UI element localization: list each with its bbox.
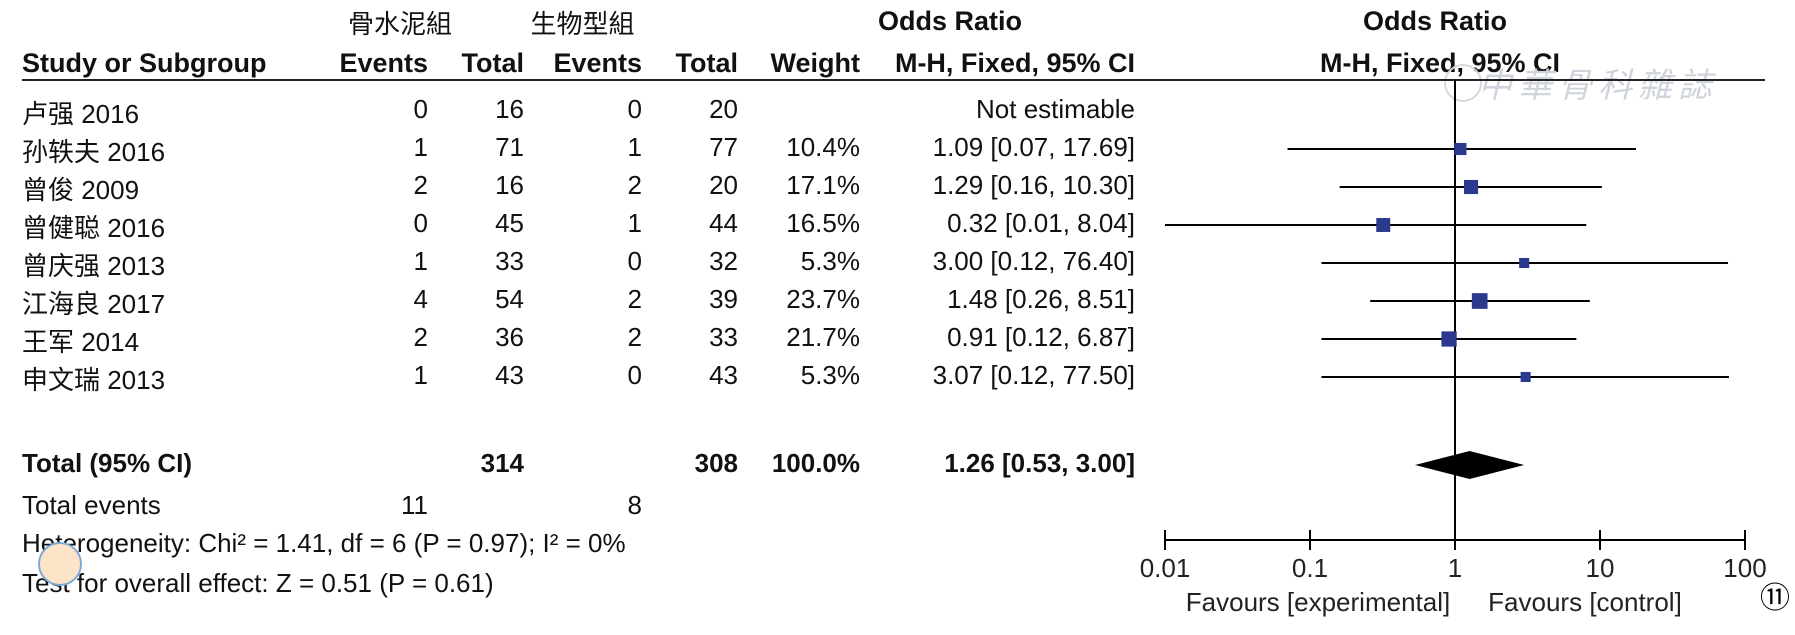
x-tick-label: 100 <box>1723 553 1766 583</box>
x-tick-label: 10 <box>1586 553 1615 583</box>
total-label: Total (95% CI) <box>22 448 192 478</box>
row-ctrl-total: 39 <box>709 284 738 314</box>
row-exp-events: 0 <box>413 208 428 238</box>
row-exp-total: 16 <box>495 94 524 124</box>
row-or-text: 1.29 [0.16, 10.30] <box>932 170 1135 200</box>
ctrl-events-header: Events <box>553 48 642 78</box>
ctrl-total-header: Total <box>675 48 739 78</box>
total-events-ctrl: 8 <box>627 490 642 520</box>
row-weight: 23.7% <box>786 284 860 314</box>
row-exp-total: 33 <box>495 246 524 276</box>
favours-experimental-label: Favours [experimental] <box>1186 587 1450 617</box>
row-study: 王军 2014 <box>22 327 140 357</box>
row-ctrl-events: 2 <box>627 284 642 314</box>
control-group-header: 生物型組 <box>530 9 635 39</box>
row-or-text: 3.00 [0.12, 76.40] <box>932 246 1135 276</box>
odds-ratio-header: Odds Ratio <box>877 6 1022 36</box>
total-events-label: Total events <box>22 490 161 520</box>
pooled-diamond <box>1415 451 1525 479</box>
row-weight: 5.3% <box>800 360 860 390</box>
row-exp-events: 0 <box>413 94 428 124</box>
total-exp-total: 314 <box>480 448 524 478</box>
study-column-header: Study or Subgroup <box>22 48 267 78</box>
point-estimate-marker <box>1471 293 1488 309</box>
figure-label: ⑪ <box>1760 581 1790 616</box>
point-estimate-marker <box>1519 257 1530 269</box>
row-weight: 5.3% <box>800 246 860 276</box>
experimental-group-header: 骨水泥組 <box>347 9 452 39</box>
exp-events-header: Events <box>339 48 428 78</box>
row-study: 曾庆强 2013 <box>22 251 166 281</box>
row-weight: 21.7% <box>786 322 860 352</box>
row-exp-events: 1 <box>413 132 428 162</box>
point-estimate-marker <box>1376 218 1391 232</box>
row-weight: 17.1% <box>786 170 860 200</box>
plot-odds-ratio-header: Odds Ratio <box>1362 6 1507 36</box>
row-ctrl-events: 0 <box>627 94 642 124</box>
row-or-text: 1.48 [0.26, 8.51] <box>947 284 1135 314</box>
row-or-text: 3.07 [0.12, 77.50] <box>932 360 1135 390</box>
row-exp-total: 54 <box>495 284 524 314</box>
total-weight: 100.0% <box>771 448 860 478</box>
row-ctrl-total: 44 <box>709 208 738 238</box>
x-tick-label: 0.1 <box>1292 553 1328 583</box>
row-ctrl-total: 33 <box>709 322 738 352</box>
total-events-exp: 11 <box>401 490 428 520</box>
row-study: 申文瑞 2013 <box>22 365 166 395</box>
row-ctrl-total: 77 <box>709 132 738 162</box>
row-study: 卢强 2016 <box>22 99 140 129</box>
x-tick-label: 0.01 <box>1140 553 1191 583</box>
row-or-text: Not estimable <box>976 94 1135 124</box>
row-exp-events: 1 <box>413 360 428 390</box>
row-study: 曾健聪 2016 <box>22 213 166 243</box>
row-study: 江海良 2017 <box>22 289 166 319</box>
row-exp-events: 4 <box>413 284 428 314</box>
row-study: 孙轶夫 2016 <box>22 137 166 167</box>
point-estimate-marker <box>1520 371 1531 383</box>
x-tick-label: 1 <box>1448 553 1462 583</box>
row-or-text: 0.32 [0.01, 8.04] <box>947 208 1135 238</box>
row-ctrl-events: 0 <box>627 360 642 390</box>
overall-effect-text: Test for overall effect: Z = 0.51 (P = 0… <box>22 568 494 598</box>
point-estimate-marker <box>1463 179 1479 195</box>
row-ctrl-total: 20 <box>709 94 738 124</box>
row-or-text: 0.91 [0.12, 6.87] <box>947 322 1135 352</box>
watermark-seal-icon <box>1444 64 1482 102</box>
row-exp-events: 2 <box>413 170 428 200</box>
row-ctrl-events: 0 <box>627 246 642 276</box>
row-ctrl-events: 1 <box>627 132 642 162</box>
row-exp-events: 2 <box>413 322 428 352</box>
exp-total-header: Total <box>461 48 525 78</box>
row-exp-events: 1 <box>413 246 428 276</box>
row-ctrl-total: 43 <box>709 360 738 390</box>
point-estimate-marker <box>1441 331 1457 347</box>
row-ctrl-events: 2 <box>627 322 642 352</box>
row-ctrl-total: 32 <box>709 246 738 276</box>
row-weight: 16.5% <box>786 208 860 238</box>
row-exp-total: 43 <box>495 360 524 390</box>
weight-header: Weight <box>770 48 861 78</box>
row-or-text: 1.09 [0.07, 17.69] <box>932 132 1135 162</box>
row-exp-total: 45 <box>495 208 524 238</box>
row-exp-total: 16 <box>495 170 524 200</box>
or-method-header: M-H, Fixed, 95% CI <box>894 48 1135 78</box>
plot-method-header: M-H, Fixed, 95% CI <box>1319 48 1561 78</box>
row-ctrl-events: 1 <box>627 208 642 238</box>
journal-watermark: 中華骨科雜誌 <box>1478 67 1718 105</box>
x-axis-ticks: 0.01 0.1 1 10 100 <box>1140 530 1767 583</box>
row-ctrl-events: 2 <box>627 170 642 200</box>
row-weight: 10.4% <box>786 132 860 162</box>
row-study: 曾俊 2009 <box>22 175 140 205</box>
heterogeneity-text: Heterogeneity: Chi² = 1.41, df = 6 (P = … <box>22 528 626 558</box>
row-exp-total: 71 <box>495 132 524 162</box>
logo-icon <box>38 542 82 586</box>
row-ctrl-total: 20 <box>709 170 738 200</box>
study-marks <box>1165 142 1729 383</box>
point-estimate-marker <box>1454 142 1467 156</box>
total-ctrl-total: 308 <box>694 448 738 478</box>
row-exp-total: 36 <box>495 322 524 352</box>
total-or: 1.26 [0.53, 3.00] <box>944 448 1135 478</box>
favours-control-label: Favours [control] <box>1488 587 1682 617</box>
